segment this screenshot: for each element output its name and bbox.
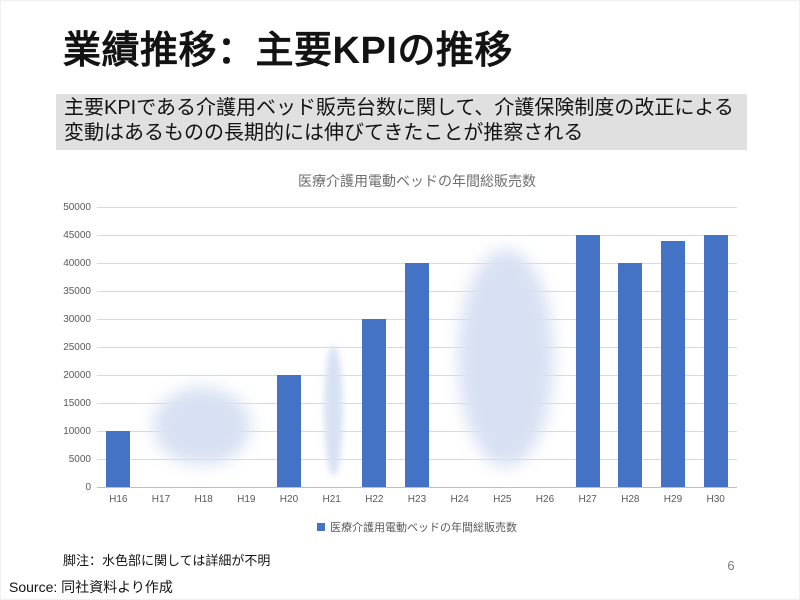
x-axis-tick-label: H28 — [621, 494, 640, 505]
key-message-line-2: 変動はあるものの長期的には伸びてきたことが推察される — [64, 122, 584, 144]
y-axis-tick-label: 40000 — [63, 258, 91, 269]
chart-legend: 医療介護用電動ベッドの年間総販売数 — [97, 519, 737, 535]
x-axis-tick-label: H24 — [450, 494, 469, 505]
bar — [661, 240, 685, 487]
redacted-region-blob — [152, 386, 252, 466]
x-axis-tick-label: H19 — [237, 494, 256, 505]
bar — [575, 235, 600, 487]
bar — [362, 319, 387, 487]
x-axis-tick-label: H20 — [279, 494, 299, 505]
bar — [106, 431, 131, 487]
gridline — [97, 235, 737, 236]
x-axis-tick-label: H22 — [365, 494, 384, 505]
x-axis-tick-label: H17 — [151, 494, 171, 505]
bar — [405, 263, 429, 487]
source-note: Source: 同社資料より作成 — [9, 579, 173, 595]
y-axis-tick-label: 50000 — [63, 202, 91, 213]
bar — [277, 375, 301, 487]
key-message-box: 主要KPIである介護用ベッド販売台数に関して、介護保険制度の改正による 変動はあ… — [56, 94, 747, 150]
x-axis-tick-label: H21 — [322, 494, 341, 505]
y-axis-tick-label: 10000 — [63, 426, 91, 437]
x-axis-tick-label: H27 — [578, 494, 597, 505]
x-axis-tick-label: H30 — [706, 494, 725, 505]
footnote: 脚注：水色部に関しては詳細が不明 — [63, 553, 271, 568]
x-axis-tick-label: H25 — [493, 494, 512, 505]
y-axis-tick-label: 0 — [85, 482, 91, 493]
redacted-region-blob — [457, 249, 555, 468]
x-axis-tick-label: H16 — [109, 494, 128, 505]
bar — [618, 263, 643, 487]
page-number: 6 — [727, 558, 735, 573]
key-message-line-1: 主要KPIである介護用ベッド販売台数に関して、介護保険制度の改正による — [64, 97, 734, 119]
x-axis-tick-label: H29 — [663, 494, 683, 505]
legend-label: 医療介護用電動ベッドの年間総販売数 — [330, 522, 517, 534]
y-axis-tick-label: 25000 — [63, 342, 91, 353]
bar — [703, 235, 728, 487]
y-axis-tick-label: 15000 — [63, 398, 91, 409]
gridline — [97, 207, 737, 208]
legend-square-icon — [317, 523, 325, 531]
y-axis-tick-label: 35000 — [63, 286, 91, 297]
chart-title: 医療介護用電動ベッドの年間総販売数 — [298, 173, 536, 189]
x-axis-tick-label: H18 — [194, 494, 213, 505]
page-title: 業績推移：主要KPIの推移 — [63, 30, 513, 72]
redacted-region-blob — [323, 344, 343, 476]
y-axis-tick-label: 20000 — [63, 370, 91, 381]
x-axis-line — [97, 487, 737, 488]
y-axis-tick-label: 30000 — [63, 314, 91, 325]
x-axis-tick-label: H26 — [535, 494, 555, 505]
y-axis-tick-label: 5000 — [68, 454, 91, 465]
y-axis-tick-label: 45000 — [63, 230, 91, 241]
x-axis-tick-label: H23 — [407, 494, 427, 505]
